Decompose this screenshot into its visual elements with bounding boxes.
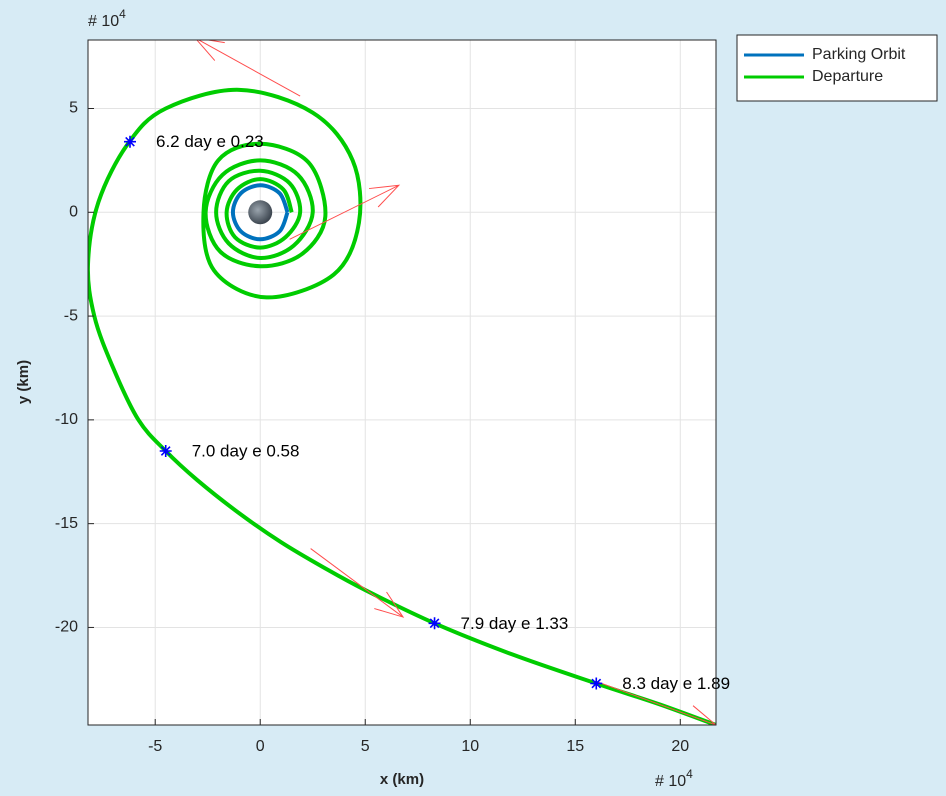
legend-label: Parking Orbit <box>812 46 906 63</box>
y-exponent: # 104 <box>88 7 126 30</box>
marker <box>124 135 137 148</box>
x-label: x (km) <box>380 771 424 788</box>
x-tick-label: 5 <box>361 738 370 755</box>
marker <box>590 677 603 690</box>
marker <box>159 445 172 457</box>
series-line <box>230 183 290 242</box>
plot-area <box>88 40 716 725</box>
annotation-label: 8.3 day e 1.89 <box>622 674 730 693</box>
x-exponent-power: 4 <box>686 767 693 781</box>
y-tick-label: -20 <box>55 619 78 636</box>
y-tick-label: 5 <box>69 100 78 117</box>
x-tick-label: -5 <box>148 738 162 755</box>
legend-label: Departure <box>812 68 883 85</box>
y-tick-label: -5 <box>64 307 78 324</box>
plot <box>88 40 716 725</box>
x-tick-label: 20 <box>671 738 689 755</box>
annotation-label: 6.2 day e 0.23 <box>156 132 264 151</box>
y-label: y (km) <box>15 360 32 404</box>
series-line <box>88 87 716 725</box>
axes-box <box>87 39 717 726</box>
grid <box>88 40 716 725</box>
annotation-label: 7.9 day e 1.33 <box>461 614 569 633</box>
y-exponent-power: 4 <box>119 7 126 21</box>
marker <box>428 617 441 630</box>
y-exponent-base: # 10 <box>88 13 119 30</box>
y-tick-label: -15 <box>55 515 78 532</box>
earth <box>248 200 273 225</box>
velocity-arrow <box>310 548 405 618</box>
x-exponent: # 104 <box>655 767 693 790</box>
velocity-arrow <box>289 184 401 240</box>
legend-box <box>736 34 938 102</box>
legend: Parking Orbit Departure <box>736 34 938 102</box>
x-tick-label: 15 <box>566 738 584 755</box>
y-tick-label: -10 <box>55 411 78 428</box>
velocity-arrow <box>596 680 716 725</box>
annotation-label: 7.0 day e 0.58 <box>192 441 300 460</box>
velocity-arrow <box>196 40 301 97</box>
x-exponent-base: # 10 <box>655 773 686 790</box>
x-tick-label: 10 <box>461 738 479 755</box>
x-tick-label: 0 <box>256 738 265 755</box>
y-tick-label: 0 <box>69 204 78 221</box>
